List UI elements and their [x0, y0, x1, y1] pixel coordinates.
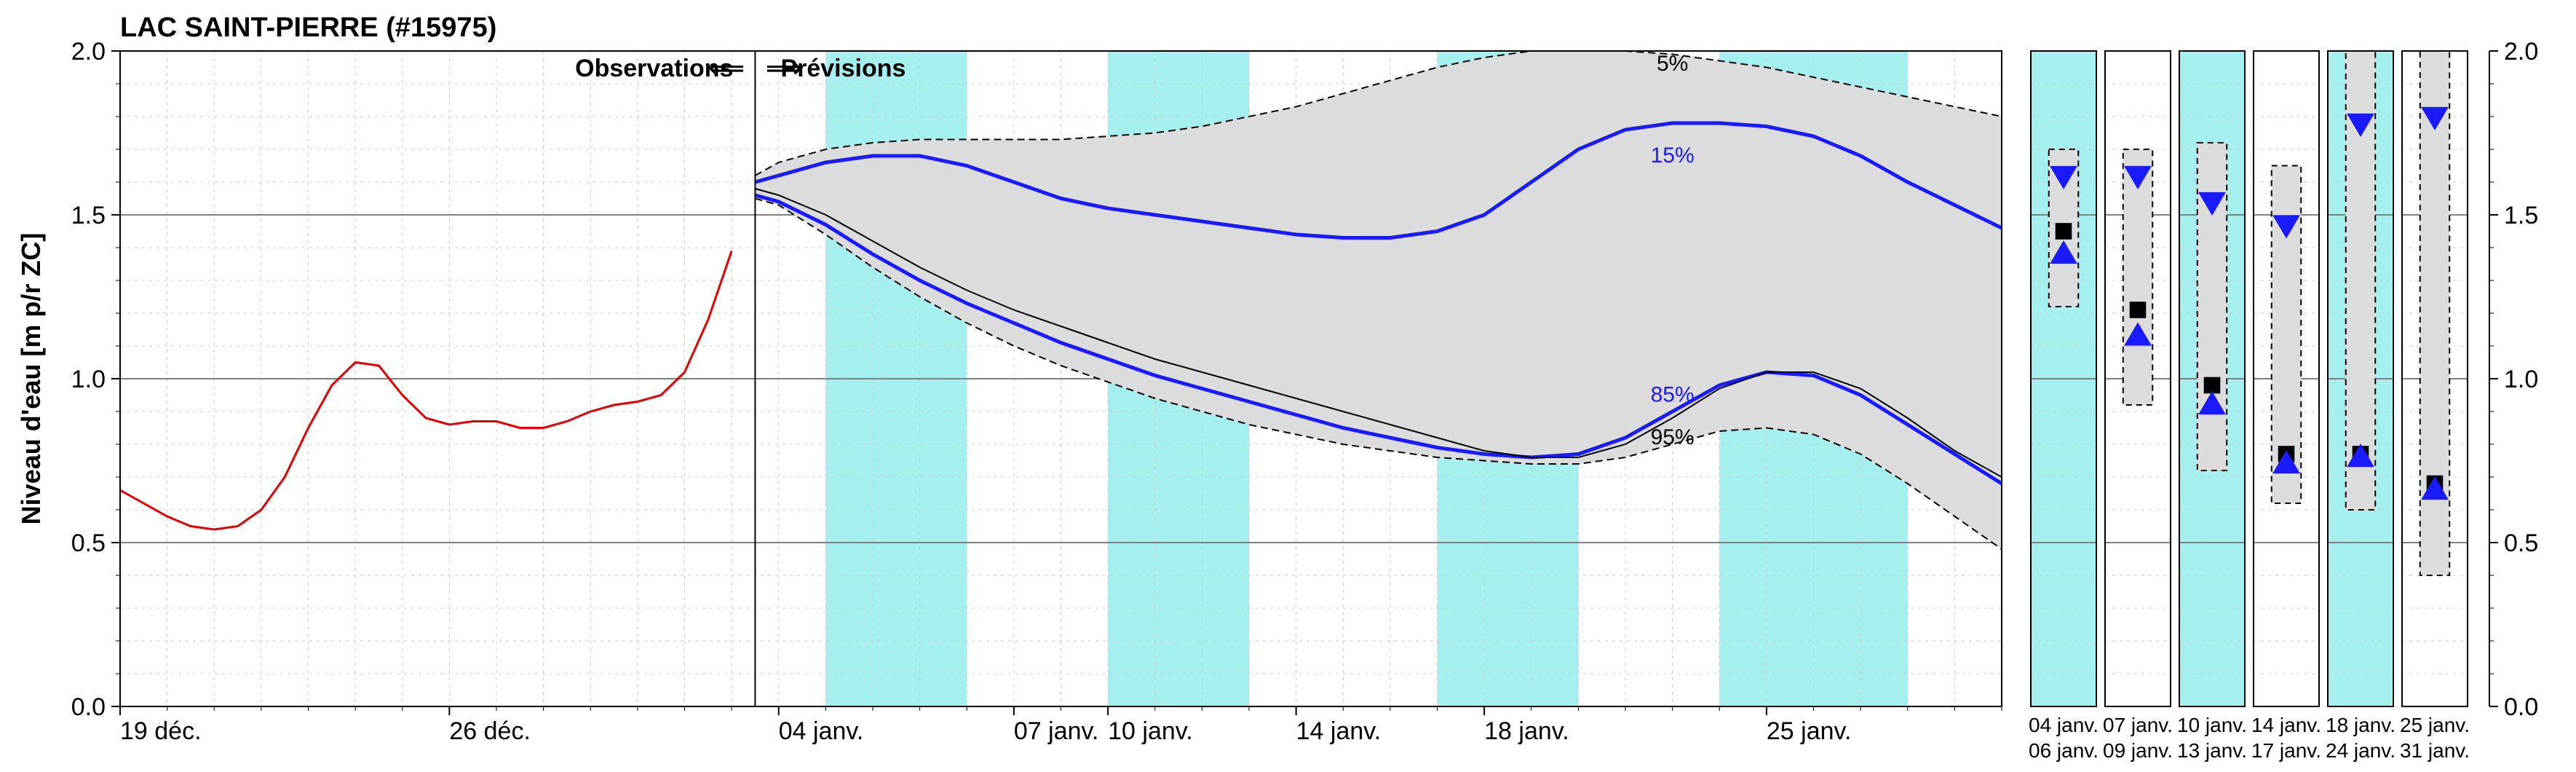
- x-tick-label: 04 janv.: [779, 717, 864, 745]
- small-panel-label-top: 25 janv.: [2400, 714, 2470, 736]
- x-tick-label: 19 déc.: [120, 717, 202, 745]
- small-panel: [2179, 51, 2245, 706]
- chart-root: LAC SAINT-PIERRE (#15975) Niveau d'eau [m…: [0, 0, 2576, 772]
- small-panel-label-top: 14 janv.: [2251, 714, 2321, 736]
- arrow-left-icon: ⟸: [709, 55, 745, 82]
- y-tick-label-right: 0.0: [2504, 693, 2538, 721]
- small-panel: [2328, 51, 2393, 706]
- y-tick-label-right: 1.0: [2504, 366, 2538, 393]
- small-panel-label-bottom: 17 janv.: [2251, 739, 2321, 762]
- small-panel: [2031, 51, 2096, 706]
- percentile-label: 15%: [1651, 143, 1695, 168]
- forecast-label: Prévisions: [780, 55, 905, 82]
- small-panel-label-top: 04 janv.: [2029, 714, 2099, 736]
- x-tick-label: 10 janv.: [1108, 717, 1193, 745]
- small-panel-label-bottom: 13 janv.: [2177, 739, 2247, 762]
- y-tick-label-right: 0.5: [2504, 529, 2538, 557]
- small-panel-label-top: 10 janv.: [2177, 714, 2247, 736]
- chart-title: LAC SAINT-PIERRE (#15975): [120, 12, 496, 43]
- small-panel-label-bottom: 09 janv.: [2103, 739, 2173, 762]
- percentile-label: 85%: [1651, 383, 1695, 407]
- small-panel: [2254, 51, 2319, 706]
- y-tick-label: 1.5: [71, 202, 106, 229]
- y-tick-label-right: 2.0: [2504, 38, 2538, 66]
- small-panel: [2402, 51, 2468, 706]
- x-tick-label: 14 janv.: [1296, 717, 1382, 745]
- small-panel-label-bottom: 31 janv.: [2400, 739, 2470, 762]
- y-axis-label: Niveau d'eau [m p/r ZC]: [16, 233, 46, 525]
- y-tick-label-right: 1.5: [2504, 202, 2538, 229]
- small-panel-label-bottom: 24 janv.: [2326, 739, 2395, 762]
- percentile-label: 95%: [1651, 425, 1695, 449]
- main-panel: 5% 15% 85% 95%: [111, 51, 2002, 715]
- y-tick-label: 0.0: [71, 693, 106, 721]
- x-tick-label: 25 janv.: [1767, 717, 1852, 745]
- x-tick-label: 07 janv.: [1014, 717, 1099, 745]
- x-tick-label: 18 janv.: [1484, 717, 1569, 745]
- y-tick-label: 2.0: [71, 38, 106, 66]
- small-panel-label-top: 07 janv.: [2103, 714, 2173, 736]
- small-panel-label-bottom: 06 janv.: [2029, 739, 2099, 762]
- range-box: [2197, 143, 2227, 470]
- x-tick-label: 26 déc.: [449, 717, 531, 745]
- percentile-label: 5%: [1657, 52, 1688, 76]
- y-tick-label: 0.5: [71, 529, 106, 557]
- small-panel-label-top: 18 janv.: [2326, 714, 2395, 736]
- small-panel: [2105, 51, 2171, 706]
- y-tick-label: 1.0: [71, 366, 106, 393]
